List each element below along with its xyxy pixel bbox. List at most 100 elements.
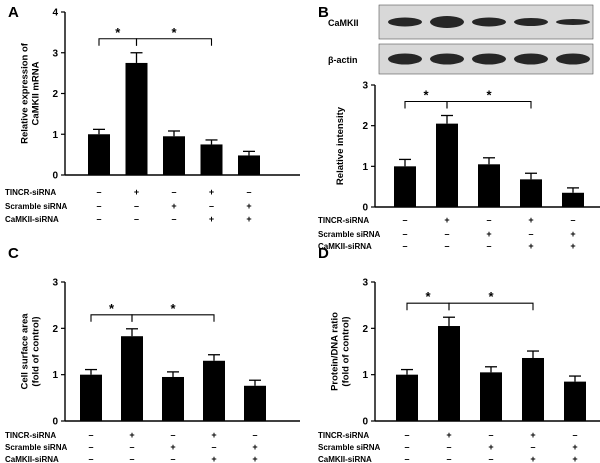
condition-sign: – <box>446 454 451 463</box>
camkii-band <box>430 16 464 28</box>
significance-bracket <box>406 302 450 311</box>
condition-label: CaMKII-siRNA <box>318 242 372 251</box>
camkii-band <box>472 17 506 27</box>
panel-a-chart: 0 1 2 3 4 Relative expression of CaMKII mRNA * *… <box>5 8 300 224</box>
y-tick-label: 1 <box>52 130 58 141</box>
y-tick-label: 0 <box>52 171 58 182</box>
y-tick-label: 3 <box>362 81 368 92</box>
condition-sign: + <box>252 454 257 463</box>
condition-sign: + <box>209 214 214 224</box>
bar <box>436 123 458 207</box>
panel-label-d: D <box>318 245 329 262</box>
condition-label: CaMKII-siRNA <box>318 455 372 463</box>
camkii-band <box>556 19 590 25</box>
condition-sign: + <box>211 430 216 440</box>
condition-sign: + <box>488 442 493 452</box>
condition-sign: + <box>246 201 251 211</box>
condition-sign: – <box>528 229 533 239</box>
bar <box>244 385 266 421</box>
significance-bracket <box>404 100 448 109</box>
bar <box>163 136 185 175</box>
significance-bracket <box>448 302 534 311</box>
condition-sign: – <box>404 454 409 463</box>
significance-bracket <box>90 314 133 322</box>
condition-sign: + <box>171 201 176 211</box>
bar <box>162 376 184 421</box>
condition-sign: + <box>252 442 257 452</box>
bar <box>480 372 502 421</box>
actin-band <box>556 53 590 65</box>
condition-label: Scramble siRNA <box>318 230 380 239</box>
y-tick-label: 3 <box>362 278 368 289</box>
condition-sign: – <box>530 442 535 452</box>
condition-sign: + <box>572 454 577 463</box>
condition-sign: – <box>96 201 101 211</box>
significance-star: * <box>115 25 121 40</box>
condition-sign: – <box>129 442 134 452</box>
panel-label-b: B <box>318 4 329 21</box>
condition-sign: – <box>170 430 175 440</box>
significance-star: * <box>486 88 492 103</box>
condition-label: CaMKII-siRNA <box>5 215 59 224</box>
bar <box>438 326 460 421</box>
bar <box>564 381 586 421</box>
y-axis-label: (fold of control) <box>31 316 42 386</box>
condition-sign: – <box>488 454 493 463</box>
blot-label-camkii: CaMKII <box>328 18 359 28</box>
condition-sign: – <box>252 430 257 440</box>
bar <box>203 360 225 421</box>
condition-sign: – <box>488 430 493 440</box>
condition-label: Scramble siRNA <box>5 202 67 211</box>
y-tick-label: 0 <box>362 417 368 428</box>
condition-sign: – <box>88 442 93 452</box>
condition-sign: – <box>171 214 176 224</box>
y-tick-label: 2 <box>52 89 58 100</box>
y-tick-label: 3 <box>52 278 58 289</box>
significance-star: * <box>423 88 429 103</box>
condition-sign: + <box>486 229 491 239</box>
condition-sign: – <box>134 214 139 224</box>
y-tick-label: 3 <box>52 48 58 59</box>
significance-bracket <box>135 38 213 46</box>
condition-sign: + <box>211 454 216 463</box>
condition-label: TINCR-siRNA <box>318 216 369 225</box>
bar <box>396 374 418 421</box>
condition-sign: – <box>402 229 407 239</box>
condition-sign: – <box>404 430 409 440</box>
condition-sign: + <box>170 442 175 452</box>
condition-sign: + <box>530 430 535 440</box>
condition-sign: – <box>402 215 407 225</box>
condition-sign: + <box>570 241 575 251</box>
y-axis-label: (fold of control) <box>341 316 352 386</box>
condition-label: TINCR-siRNA <box>5 431 56 440</box>
condition-label: TINCR-siRNA <box>5 188 56 197</box>
condition-sign: – <box>134 201 139 211</box>
y-axis-label: Relative intensity <box>335 106 346 185</box>
condition-sign: – <box>88 430 93 440</box>
condition-sign: + <box>444 215 449 225</box>
panel-b-chart: 0 1 2 3 Relative intensity * * TINCR-siRNA – + – + –… <box>318 81 600 251</box>
camkii-band <box>388 17 422 27</box>
condition-sign: – <box>572 430 577 440</box>
bar <box>522 357 544 421</box>
condition-label: CaMKII-siRNA <box>5 455 59 463</box>
condition-label: TINCR-siRNA <box>318 431 369 440</box>
significance-star: * <box>425 289 431 304</box>
western-blot: CaMKII β-actin <box>328 4 594 75</box>
y-tick-label: 2 <box>362 121 368 132</box>
y-axis-label: Relative expression of <box>20 42 31 144</box>
condition-sign: + <box>446 430 451 440</box>
condition-sign: – <box>246 187 251 197</box>
y-tick-label: 4 <box>52 8 58 19</box>
significance-star: * <box>170 301 176 316</box>
y-axis-label: Cell surface area <box>20 313 31 390</box>
condition-sign: – <box>402 241 407 251</box>
y-tick-label: 1 <box>52 370 58 381</box>
condition-sign: + <box>129 430 134 440</box>
bar <box>88 134 110 175</box>
condition-sign: – <box>486 241 491 251</box>
significance-bracket <box>98 38 138 46</box>
actin-band <box>514 53 548 65</box>
condition-sign: + <box>209 187 214 197</box>
